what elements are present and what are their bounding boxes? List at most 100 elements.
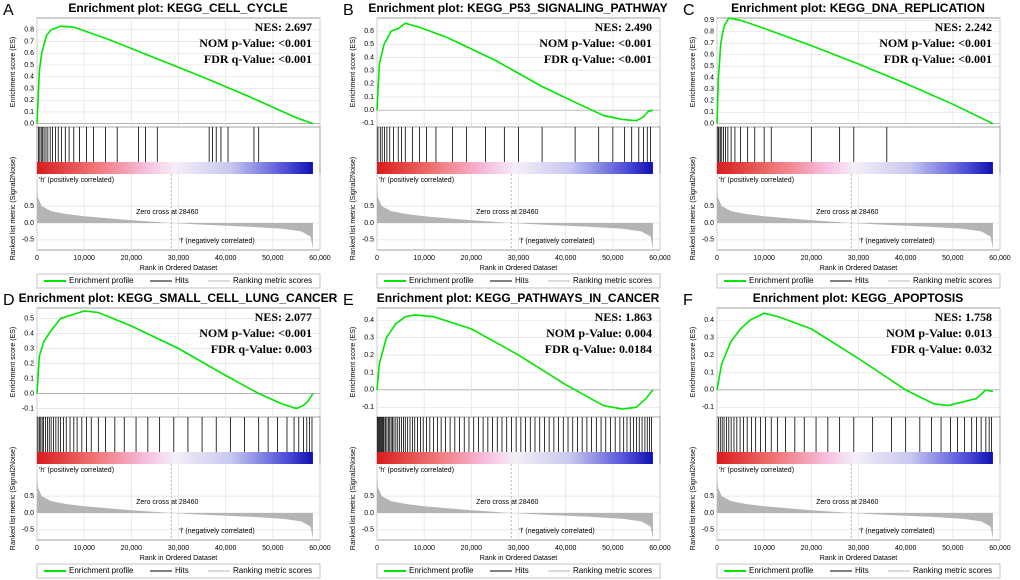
zero-cross-label: Zero cross at 28460: [476, 499, 538, 506]
y2-tick-label: 0.0: [24, 220, 34, 227]
x-tick-label: 10,000: [753, 545, 775, 552]
panel-letter: D: [3, 292, 15, 309]
legend-label: Hits: [515, 566, 529, 575]
x-tick-label: 40,000: [895, 255, 917, 262]
legend-label: Hits: [175, 566, 189, 575]
legend-label: Hits: [515, 276, 529, 285]
zero-cross-label: Zero cross at 28460: [136, 209, 198, 216]
legend-label: Ranking metric scores: [233, 566, 312, 575]
y2-tick-label: 0.0: [364, 220, 374, 227]
x-tick-label: 10,000: [413, 255, 435, 262]
x-tick-label: 50,000: [262, 545, 284, 552]
y-tick-label: 0.6: [704, 52, 714, 59]
x-tick-label: 50,000: [262, 255, 284, 262]
neg-label: 'l' (negatively correlated): [179, 238, 254, 245]
y-tick-label: 0.3: [704, 86, 714, 93]
x-tick-label: 20,000: [121, 545, 143, 552]
y-axis-label: Enrichment score (ES): [690, 37, 697, 107]
y2-tick-label: -0.5: [362, 527, 374, 534]
pos-label: 'h' (positively correlated): [39, 467, 114, 474]
zero-cross-label: Zero cross at 28460: [476, 209, 538, 216]
y-tick-label: -0.1: [22, 405, 34, 412]
y-tick-label: 0.5: [24, 62, 34, 69]
y-tick-label: 0.4: [704, 75, 714, 82]
pos-label: 'h' (positively correlated): [379, 467, 454, 474]
legend-box: [36, 563, 321, 579]
y-tick-label: -0.1: [362, 404, 374, 411]
es-line: [376, 314, 654, 410]
y-axis-label: Enrichment score (ES): [350, 37, 357, 107]
y2-tick-label: 0.5: [24, 493, 34, 500]
y2-tick-label: 0.5: [364, 203, 374, 210]
zero-cross-label: Zero cross at 28460: [816, 499, 878, 506]
x-tick-label: 40,000: [215, 255, 237, 262]
zero-cross-label: Zero cross at 28460: [816, 209, 878, 216]
y-tick-label: 0.0: [24, 390, 34, 397]
panel: E Enrichment plot: KEGG_PATHWAYS_IN_CANCE…: [343, 291, 671, 579]
legend-box: [376, 563, 661, 579]
legend-label: Enrichment profile: [69, 566, 134, 575]
y-tick-label: 0.9: [704, 17, 714, 24]
stat-text: NOM p-Value: <0.001: [539, 36, 652, 50]
stat-text: NES: 2.077: [255, 310, 312, 324]
x-tick-label: 50,000: [942, 255, 964, 262]
x-tick-label: 60,000: [649, 255, 671, 262]
y-axis-label: Enrichment score (ES): [10, 37, 17, 107]
x-tick-label: 0: [35, 255, 39, 262]
neg-label: 'l' (negatively correlated): [519, 528, 594, 535]
y2-axis-label: Ranked list metric (Signal2Noise): [350, 157, 357, 260]
x-axis-label: Rank in Ordered Dataset: [140, 555, 217, 562]
y-tick-label: 0.2: [704, 352, 714, 359]
pos-label: 'h' (positively correlated): [719, 467, 794, 474]
x-tick-label: 50,000: [602, 545, 624, 552]
neg-label: 'l' (negatively correlated): [859, 238, 934, 245]
color-bar: [717, 162, 993, 174]
y-axis-label: Enrichment score (ES): [10, 327, 17, 397]
legend-label: Enrichment profile: [749, 566, 814, 575]
x-tick-label: 10,000: [753, 255, 775, 262]
y-tick-label: 0.4: [24, 74, 34, 81]
panel: A Enrichment plot: KEGG_CELL_CYCLE 0.0 0.1 0…: [3, 1, 331, 289]
y2-tick-label: 0.0: [704, 510, 714, 517]
y-tick-label: 0.1: [24, 109, 34, 116]
x-tick-label: 10,000: [73, 255, 95, 262]
y-tick-label: 0.0: [704, 387, 714, 394]
stat-text: FDR q-Value: <0.001: [544, 52, 652, 66]
x-axis-label: Rank in Ordered Dataset: [820, 265, 897, 272]
stat-text: NES: 2.242: [935, 20, 992, 34]
x-tick-label: 30,000: [848, 545, 870, 552]
y-tick-label: 0.4: [364, 317, 374, 324]
y-tick-label: 0.4: [704, 317, 714, 324]
y-tick-label: 0.1: [704, 369, 714, 376]
x-tick-label: 50,000: [942, 545, 964, 552]
panel-letter: C: [683, 2, 695, 19]
y-tick-label: 0.5: [704, 63, 714, 70]
y-tick-label: 0.2: [704, 98, 714, 105]
y-tick-label: 0.7: [704, 40, 714, 47]
panel: C Enrichment plot: KEGG_DNA_REPLICATION 0.…: [683, 1, 1011, 289]
y-tick-label: -0.1: [362, 120, 374, 127]
y-tick-label: 0.1: [704, 109, 714, 116]
legend-box: [716, 563, 1001, 579]
x-tick-label: 20,000: [461, 255, 483, 262]
y-tick-label: 0.0: [24, 120, 34, 127]
y2-tick-label: 0.5: [704, 493, 714, 500]
y-tick-label: 0.3: [364, 68, 374, 75]
y2-axis-label: Ranked list metric (Signal2Noise): [690, 447, 697, 550]
x-axis-label: Rank in Ordered Dataset: [480, 555, 557, 562]
y2-tick-label: -0.5: [22, 237, 34, 244]
x-tick-label: 0: [715, 255, 719, 262]
stat-text: NOM p-Value: 0.013: [886, 326, 992, 340]
zero-cross-label: Zero cross at 28460: [136, 499, 198, 506]
y2-tick-label: -0.5: [702, 237, 714, 244]
x-tick-label: 20,000: [461, 545, 483, 552]
y-tick-label: 0.0: [704, 121, 714, 128]
chart-title: Enrichment plot: KEGG_PATHWAYS_IN_CANCER: [377, 291, 660, 305]
legend-label: Enrichment profile: [69, 276, 134, 285]
stat-text: NES: 1.758: [935, 310, 992, 324]
x-tick-label: 30,000: [508, 545, 530, 552]
es-line: [376, 22, 654, 122]
y2-axis-label: Ranked list metric (Signal2Noise): [690, 157, 697, 260]
x-tick-label: 20,000: [121, 255, 143, 262]
es-line: [36, 310, 314, 410]
